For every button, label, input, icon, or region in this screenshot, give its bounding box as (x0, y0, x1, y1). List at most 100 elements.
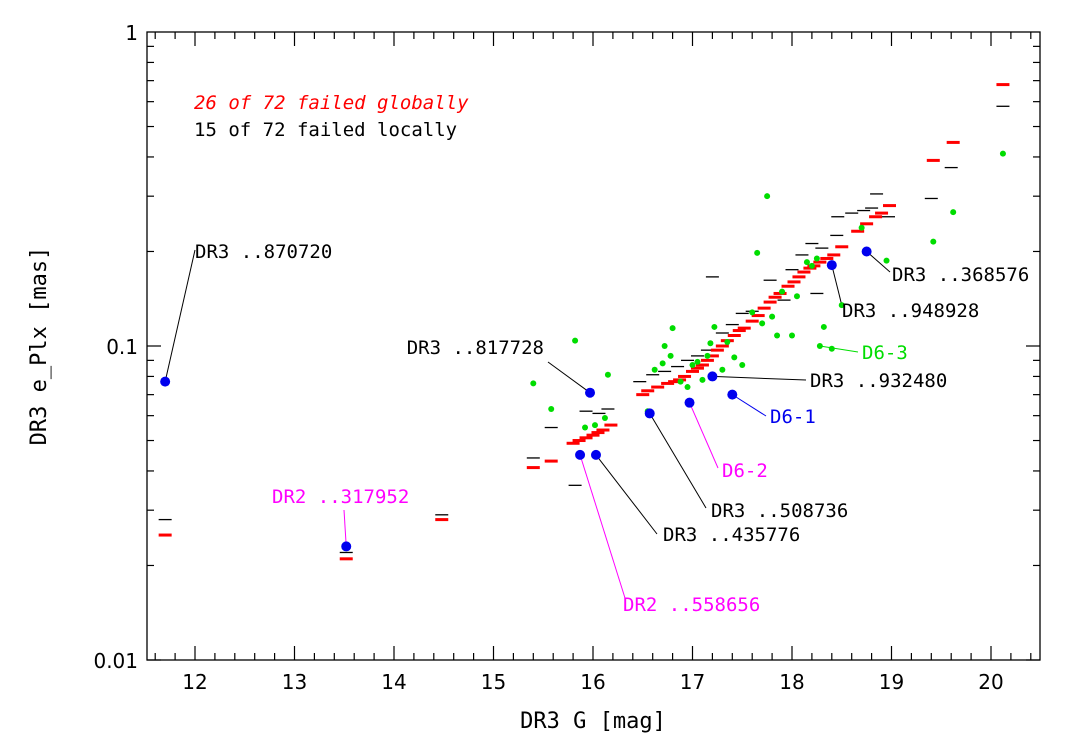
green-point (572, 337, 579, 344)
x-tick-label: 17 (680, 670, 705, 694)
green-point (813, 255, 820, 262)
x-tick-label: 13 (282, 670, 307, 694)
x-tick-label: 12 (182, 670, 207, 694)
annotation-leader-line (866, 251, 891, 273)
green-point (530, 380, 537, 387)
local-fail-stat: 15 of 72 failed locally (194, 119, 457, 141)
x-tick-label: 18 (779, 670, 804, 694)
annotation-leader-line (649, 413, 707, 509)
blue-point (861, 246, 872, 257)
green-point (684, 384, 691, 391)
green-point (793, 293, 800, 300)
annotation-leaders (164, 249, 891, 599)
green-point (719, 366, 726, 373)
green-point (883, 257, 890, 264)
annotation-label: DR3 ..435776 (663, 524, 800, 546)
blue-point (341, 541, 352, 552)
annotation-label: DR3 ..932480 (810, 370, 947, 392)
y-tick-label: 0.01 (93, 649, 138, 673)
green-point (667, 352, 674, 359)
blue-point (826, 260, 837, 271)
x-tick-label: 14 (381, 670, 406, 694)
green-point (739, 361, 746, 368)
blue-point (644, 408, 655, 419)
green-point (724, 338, 731, 345)
green-point (582, 424, 589, 431)
green-point (930, 238, 937, 245)
axis-ticks: 12 13 14 15 16 17 18 19 20 0.01 0.1 1 (93, 21, 1040, 694)
annotation-leader-line (547, 361, 591, 394)
green-point (999, 150, 1006, 157)
green-point (731, 354, 738, 361)
x-tick-label: 19 (879, 670, 904, 694)
annotation-leader-line (732, 394, 767, 417)
x-tick-label: 16 (580, 670, 605, 694)
global-fail-stat: 26 of 72 failed globally (194, 92, 469, 114)
annotation-leader-line (164, 249, 196, 382)
green-point (749, 309, 756, 316)
green-point (808, 262, 815, 269)
green-point (659, 360, 666, 367)
annotation-label: D6-1 (770, 406, 816, 428)
green-point (816, 343, 823, 349)
green-point (769, 313, 776, 320)
green-point (711, 323, 718, 330)
green-point (828, 345, 835, 352)
annotation-leader-line (579, 454, 626, 599)
green-point (699, 376, 706, 383)
x-axis-label: DR3 G [mag] (520, 709, 666, 734)
blue-point (575, 449, 586, 460)
green-point (604, 371, 611, 378)
green-point (694, 358, 701, 365)
green-point (591, 422, 598, 429)
annotation-label: DR2 ..317952 (272, 486, 409, 508)
green-point (838, 302, 845, 309)
annotation-leader-line (689, 402, 719, 469)
annotation-label: DR3 ..948928 (842, 300, 979, 322)
green-point (669, 325, 676, 332)
annotation-leader-line (343, 509, 347, 547)
y-axis-label: DR3 e_Plx [mas] (27, 247, 52, 446)
green-point (707, 340, 714, 347)
blue-point (707, 371, 718, 382)
annotation-label: DR3 ..508736 (711, 500, 848, 522)
annotation-leader-line (595, 454, 658, 535)
annotation-label: DR3 ..817728 (407, 337, 544, 359)
green-point (651, 366, 658, 373)
green-point (774, 332, 781, 339)
annotation-label: D6-2 (722, 460, 768, 482)
green-point (803, 259, 810, 266)
blue-point (684, 397, 695, 408)
green-point (601, 414, 608, 421)
data-marks (158, 83, 1010, 561)
green-point (689, 361, 696, 368)
annotation-leader-line (819, 345, 859, 353)
green-point (661, 343, 668, 349)
green-point (764, 193, 771, 200)
green-point (754, 249, 761, 256)
green-point (858, 224, 865, 231)
blue-point (590, 449, 601, 460)
y-tick-label: 0.1 (106, 335, 138, 359)
annotation-leader-line (831, 264, 843, 307)
annotation-label: DR2 ..558656 (623, 594, 760, 616)
green-point (779, 288, 786, 295)
annotation-label: D6-3 (862, 342, 908, 364)
green-point (704, 352, 711, 359)
green-point (820, 323, 827, 330)
annotation-label: DR3 ..870720 (195, 241, 332, 263)
x-tick-label: 20 (978, 670, 1003, 694)
green-point (950, 209, 957, 216)
green-point (789, 332, 795, 339)
annotation-labels: DR3 ..870720 DR2 ..317952 DR3 ..817728 DR2 … (195, 241, 1029, 616)
annotation-leader-line (712, 375, 807, 381)
annotation-label: DR3 ..368576 (892, 264, 1029, 286)
blue-point (585, 387, 596, 398)
green-point (677, 378, 684, 385)
blue-point (160, 376, 171, 387)
green-point (548, 406, 555, 413)
y-tick-label: 1 (125, 21, 138, 45)
blue-point (727, 389, 738, 400)
x-tick-label: 15 (481, 670, 506, 694)
